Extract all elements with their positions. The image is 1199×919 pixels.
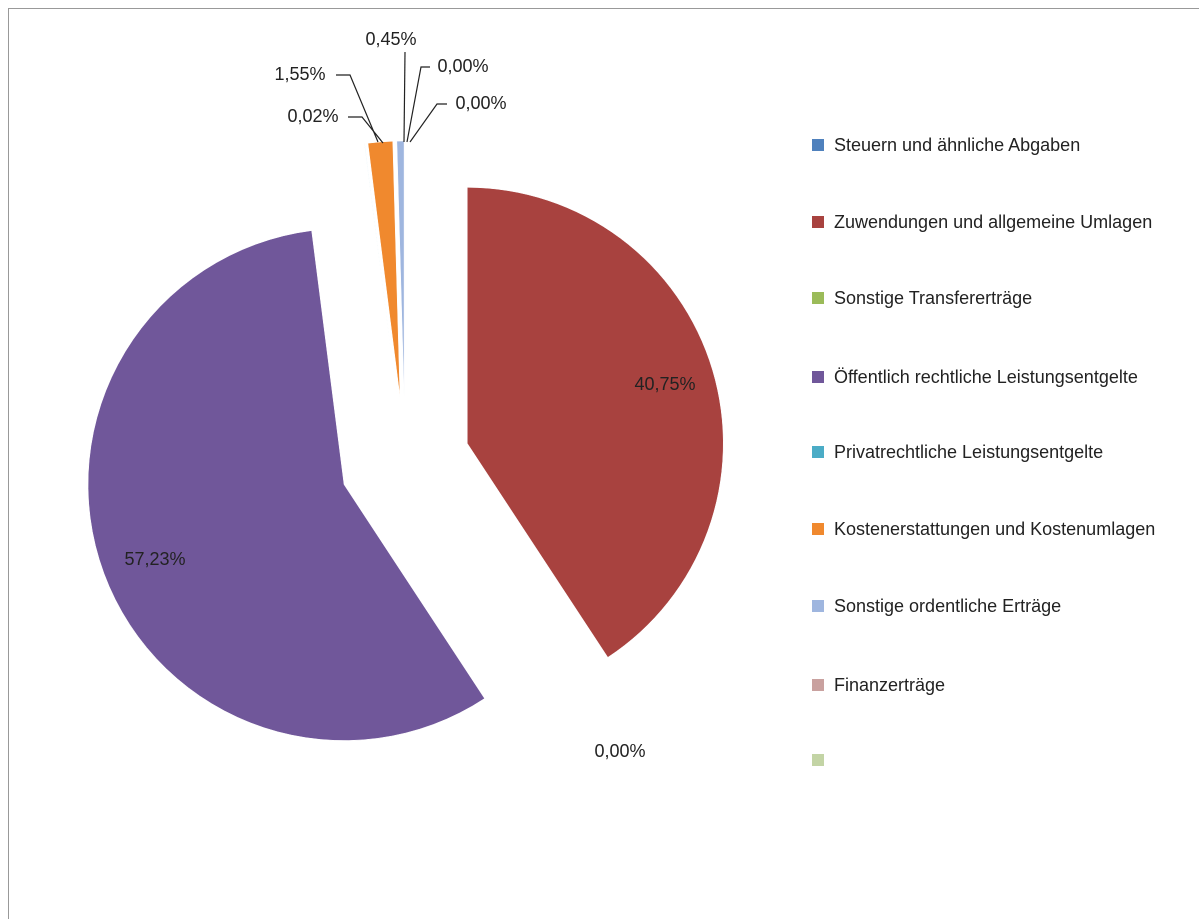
legend-swatch bbox=[812, 679, 824, 691]
pie-slice bbox=[364, 143, 398, 398]
legend-label: Kostenerstattungen und Kostenumlagen bbox=[834, 519, 1156, 539]
leader-line bbox=[336, 74, 379, 143]
legend-label: Öffentlich rechtliche Leistungsentgelte bbox=[834, 367, 1138, 387]
legend-item: Sonstige Transfererträge bbox=[812, 283, 1182, 313]
legend-swatch bbox=[812, 216, 824, 228]
legend-swatch bbox=[812, 446, 824, 458]
data-label: 40,75% bbox=[634, 374, 695, 394]
leader-line bbox=[403, 51, 406, 143]
legend-swatch bbox=[812, 139, 824, 151]
legend-item: Öffentlich rechtliche Leistungsentgelte bbox=[812, 362, 1182, 392]
legend-item: Privatrechtliche Leistungsentgelte bbox=[812, 437, 1182, 467]
legend-label: Finanzerträge bbox=[834, 675, 946, 695]
pie-slice bbox=[87, 230, 485, 741]
legend-label: Sonstige ordentliche Erträge bbox=[834, 596, 1062, 616]
pie-slice bbox=[467, 187, 724, 658]
legend-label: Zuwendungen und allgemeine Umlagen bbox=[834, 212, 1153, 232]
data-label: 0,00% bbox=[594, 741, 645, 761]
legend-item: Finanzerträge bbox=[812, 670, 1182, 700]
leader-line bbox=[406, 66, 430, 143]
data-label: 0,00% bbox=[455, 93, 506, 113]
legend-item: Steuern und ähnliche Abgaben bbox=[812, 130, 1182, 160]
legend-label: Sonstige Transfererträge bbox=[834, 288, 1033, 308]
legend-swatch bbox=[812, 754, 824, 766]
data-label: 57,23% bbox=[124, 549, 185, 569]
legend-swatch bbox=[812, 523, 824, 535]
legend-swatch bbox=[812, 371, 824, 383]
data-label: 0,02% bbox=[287, 106, 338, 126]
frame bbox=[8, 8, 1199, 919]
data-label: 0,45% bbox=[365, 29, 416, 49]
leader-line bbox=[348, 116, 384, 144]
legend-item: Sonstige ordentliche Erträge bbox=[812, 591, 1182, 621]
pie-slice bbox=[367, 141, 401, 398]
data-label: 1,55% bbox=[274, 64, 325, 84]
legend-item: Zuwendungen und allgemeine Umlagen bbox=[812, 207, 1182, 237]
legend-swatch bbox=[812, 600, 824, 612]
legend-label: Privatrechtliche Leistungsentgelte bbox=[834, 442, 1104, 462]
leader-line bbox=[409, 103, 447, 143]
legend-swatch bbox=[812, 292, 824, 304]
legend-label: Steuern und ähnliche Abgaben bbox=[834, 135, 1081, 155]
legend-item: Kostenerstattungen und Kostenumlagen bbox=[812, 514, 1182, 544]
data-label: 0,00% bbox=[437, 56, 488, 76]
